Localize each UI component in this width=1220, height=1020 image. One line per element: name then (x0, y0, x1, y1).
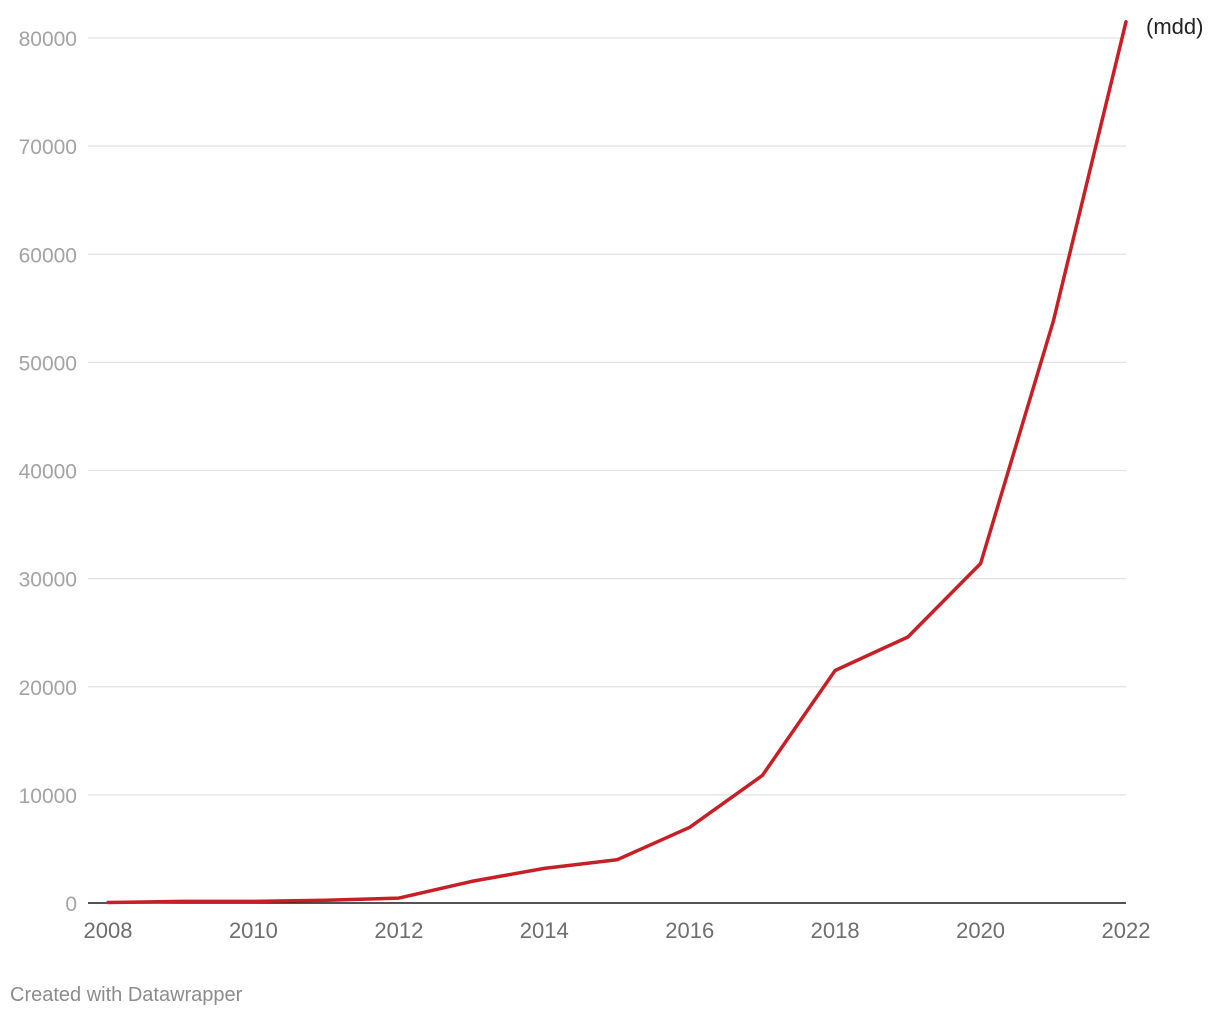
y-axis-ticks: 0 10000 20000 30000 40000 50000 60000 70000 8000… (19, 28, 77, 916)
x-tick-label: 2016 (665, 918, 714, 943)
credit-text: Created with Datawrapper (10, 984, 243, 1006)
y-tick-label: 60000 (19, 244, 77, 267)
series-line (106, 20, 1128, 905)
y-tick-label: 0 (65, 893, 77, 916)
series-layer: (mdd) (106, 14, 1203, 905)
y-tick-label: 10000 (19, 785, 77, 808)
line-chart: 0 10000 20000 30000 40000 50000 60000 70000 8000… (19, 14, 1204, 943)
y-tick-label: 20000 (19, 677, 77, 700)
x-tick-label: 2012 (374, 918, 423, 943)
x-tick-label: 2008 (84, 918, 133, 943)
x-tick-label: 2010 (229, 918, 278, 943)
y-tick-label: 80000 (19, 28, 77, 51)
y-tick-label: 50000 (19, 352, 77, 375)
x-tick-label: 2018 (811, 918, 860, 943)
x-axis-ticks: 2008 2010 2012 2014 2016 2018 2020 2022 (84, 918, 1151, 943)
gridlines (88, 37, 1126, 796)
x-tick-label: 2020 (956, 918, 1005, 943)
x-tick-label: 2014 (520, 918, 569, 943)
x-tick-label: 2022 (1102, 918, 1151, 943)
series-label: (mdd) (1146, 14, 1203, 39)
y-tick-label: 70000 (19, 136, 77, 159)
y-tick-label: 30000 (19, 569, 77, 592)
y-tick-label: 40000 (19, 461, 77, 484)
